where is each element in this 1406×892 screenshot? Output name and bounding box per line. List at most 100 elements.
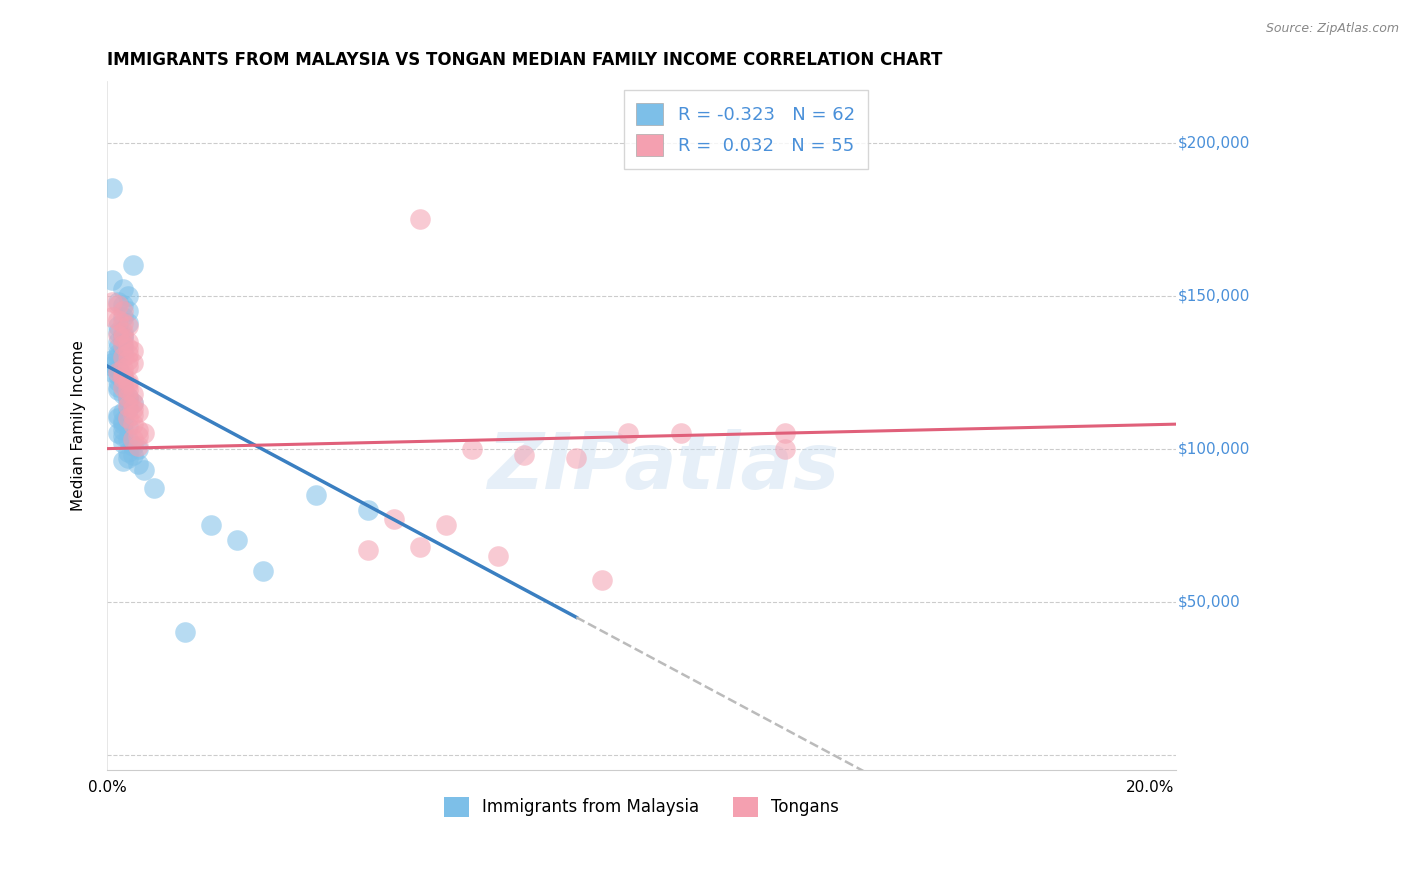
- Point: [111, 429, 134, 443]
- Point: [117, 401, 139, 416]
- Point: [409, 212, 432, 227]
- Point: [117, 399, 139, 413]
- Point: [111, 371, 134, 385]
- Point: [111, 350, 134, 364]
- Point: [111, 331, 134, 345]
- Point: [122, 439, 145, 453]
- Point: [117, 334, 139, 349]
- Point: [111, 435, 134, 450]
- Point: [122, 258, 145, 272]
- Point: [117, 288, 139, 302]
- Point: [122, 401, 145, 416]
- Point: [107, 365, 129, 379]
- Point: [107, 347, 129, 361]
- Point: [111, 298, 134, 312]
- Point: [117, 341, 139, 355]
- Point: [107, 426, 129, 441]
- Point: [111, 417, 134, 431]
- Point: [409, 540, 432, 554]
- Point: [773, 426, 796, 441]
- Point: [101, 294, 124, 309]
- Point: [101, 359, 124, 373]
- Point: [107, 380, 129, 394]
- Point: [565, 450, 588, 465]
- Point: [117, 420, 139, 434]
- Point: [117, 374, 139, 388]
- Point: [773, 442, 796, 456]
- Point: [117, 316, 139, 330]
- Point: [591, 573, 613, 587]
- Point: [122, 408, 145, 422]
- Text: $100,000: $100,000: [1178, 442, 1250, 456]
- Point: [434, 518, 457, 533]
- Point: [111, 337, 134, 351]
- Point: [107, 319, 129, 334]
- Point: [101, 310, 124, 324]
- Point: [111, 310, 134, 324]
- Point: [111, 326, 134, 340]
- Point: [122, 433, 145, 447]
- Point: [111, 362, 134, 376]
- Point: [111, 405, 134, 419]
- Point: [252, 564, 274, 578]
- Point: [117, 352, 139, 367]
- Point: [111, 337, 134, 351]
- Point: [111, 331, 134, 345]
- Point: [132, 426, 155, 441]
- Point: [111, 454, 134, 468]
- Point: [117, 444, 139, 458]
- Point: [107, 408, 129, 422]
- Point: [107, 350, 129, 364]
- Point: [117, 392, 139, 407]
- Point: [127, 457, 149, 471]
- Point: [107, 334, 129, 349]
- Point: [111, 316, 134, 330]
- Point: [127, 442, 149, 456]
- Point: [107, 294, 129, 309]
- Point: [226, 533, 249, 548]
- Point: [117, 304, 139, 318]
- Point: [107, 374, 129, 388]
- Text: $50,000: $50,000: [1178, 594, 1240, 609]
- Point: [111, 328, 134, 343]
- Text: $200,000: $200,000: [1178, 135, 1250, 150]
- Point: [107, 362, 129, 376]
- Point: [111, 343, 134, 358]
- Point: [117, 450, 139, 465]
- Point: [117, 319, 139, 334]
- Point: [127, 429, 149, 443]
- Point: [127, 423, 149, 437]
- Point: [122, 343, 145, 358]
- Point: [122, 417, 145, 431]
- Point: [107, 328, 129, 343]
- Point: [117, 384, 139, 398]
- Point: [101, 352, 124, 367]
- Point: [107, 298, 129, 312]
- Text: Source: ZipAtlas.com: Source: ZipAtlas.com: [1265, 22, 1399, 36]
- Text: $150,000: $150,000: [1178, 288, 1250, 303]
- Text: ZIPatlas: ZIPatlas: [486, 429, 839, 505]
- Legend: Immigrants from Malaysia, Tongans: Immigrants from Malaysia, Tongans: [437, 790, 845, 823]
- Point: [382, 512, 405, 526]
- Point: [101, 181, 124, 195]
- Point: [111, 371, 134, 385]
- Point: [111, 380, 134, 394]
- Point: [174, 625, 197, 640]
- Point: [107, 326, 129, 340]
- Point: [127, 439, 149, 453]
- Point: [117, 390, 139, 404]
- Point: [117, 359, 139, 373]
- Point: [304, 487, 326, 501]
- Point: [111, 414, 134, 428]
- Point: [122, 448, 145, 462]
- Point: [486, 549, 509, 563]
- Point: [117, 390, 139, 404]
- Point: [122, 386, 145, 401]
- Point: [122, 395, 145, 409]
- Point: [513, 448, 536, 462]
- Point: [669, 426, 692, 441]
- Point: [101, 365, 124, 379]
- Point: [357, 503, 380, 517]
- Point: [127, 405, 149, 419]
- Point: [117, 377, 139, 392]
